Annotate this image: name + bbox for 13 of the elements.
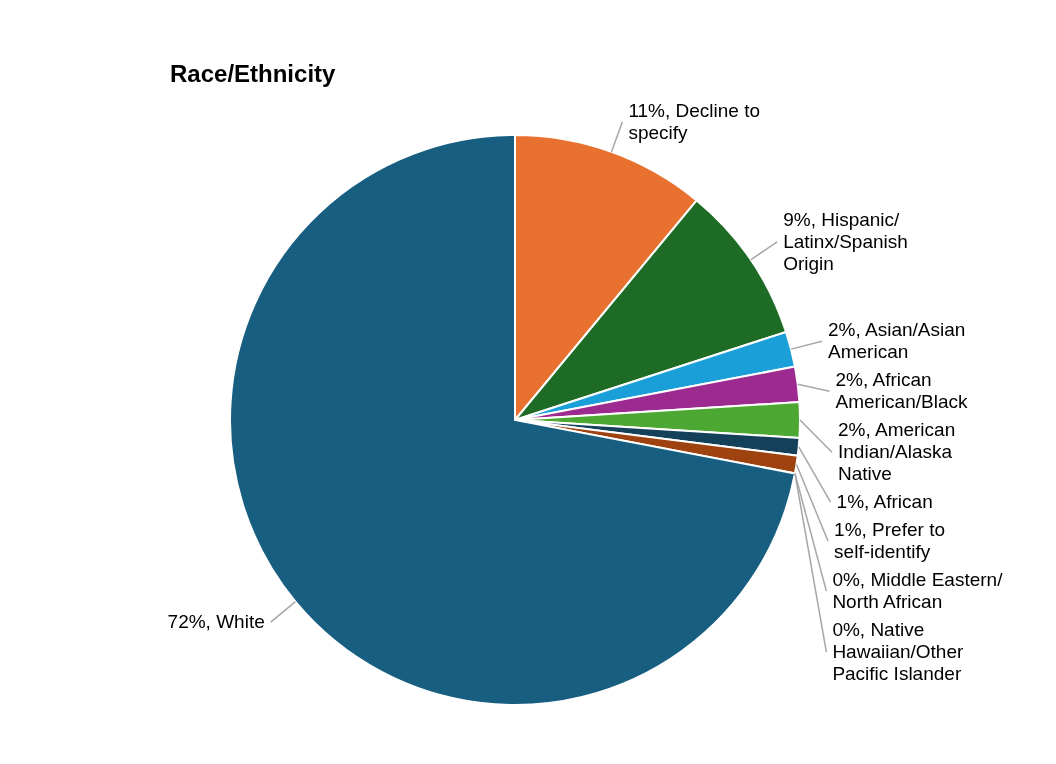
slice-label: 2%, African American/Black	[835, 369, 968, 413]
text: 0%, Native	[832, 619, 925, 641]
chart-title: Race/Ethnicity	[170, 60, 337, 87]
category-label: North African	[832, 591, 943, 613]
slice-label: 9%, Hispanic/Latinx/Spanish Origin	[783, 208, 908, 274]
slice-label: 2%, American Indian/Alaska Native	[838, 419, 956, 485]
category-label: Hawaiian/Other Pacific Islander	[832, 641, 964, 685]
slice-label: 72%, White	[167, 611, 265, 633]
slice-label: 2%, Asian/Asian American	[828, 319, 966, 363]
slice-label: 1%, African	[836, 491, 933, 513]
text: 0%, Middle Eastern/	[832, 569, 1003, 591]
slice-label: 11%, Decline to specify	[628, 99, 761, 143]
slice-label: 1%, Prefer to self-identify	[834, 519, 945, 563]
